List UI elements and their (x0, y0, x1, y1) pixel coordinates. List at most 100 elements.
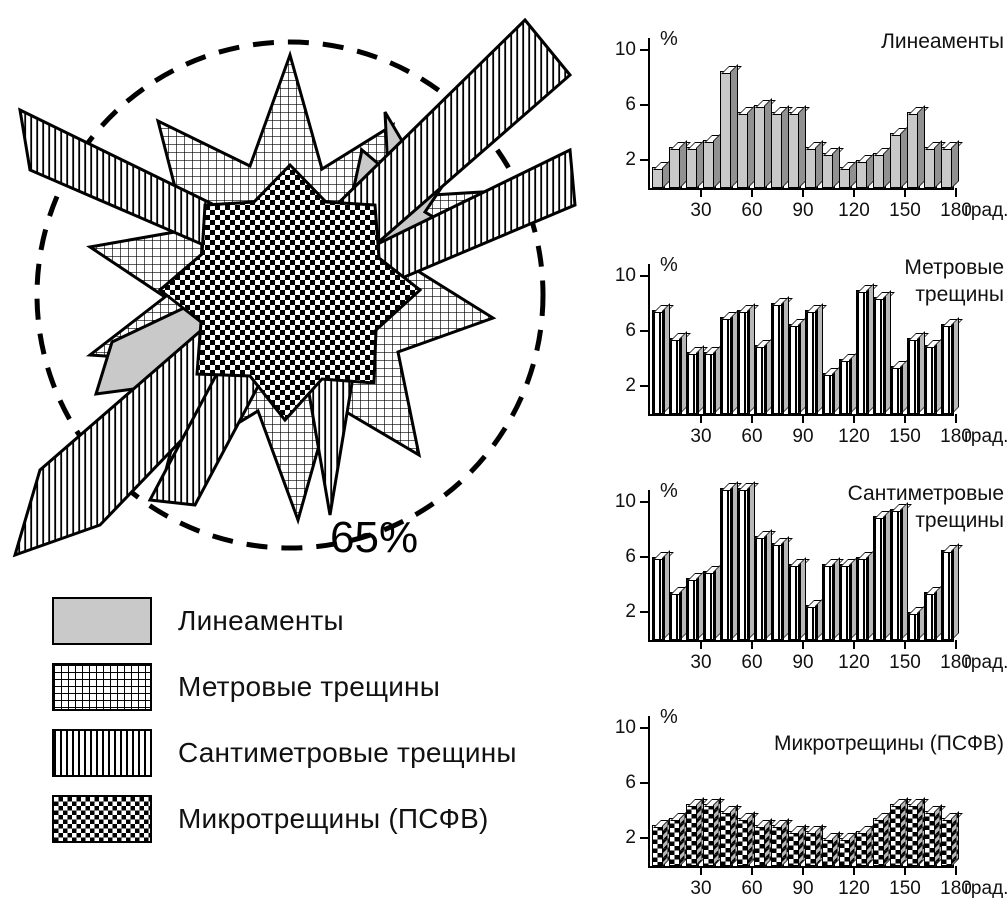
x-axis-tick (955, 414, 957, 423)
bar (720, 811, 733, 866)
bar (754, 105, 767, 188)
x-axis-tick-label: 30 (690, 652, 712, 673)
bar (805, 147, 818, 188)
y-axis-tick (640, 49, 649, 51)
x-axis-tick (700, 866, 702, 875)
legend-swatch-centimetre-cracks (52, 729, 152, 777)
x-axis-tick-label: 150 (889, 426, 921, 447)
legend-label: Линеаменты (178, 605, 344, 636)
legend-item-metre-cracks: Метровые трещины (52, 658, 517, 716)
bar (856, 160, 869, 188)
y-axis-unit-label: % (660, 706, 678, 728)
x-axis-tick-label: 180 (940, 652, 972, 673)
x-axis-tick-label: 60 (741, 878, 763, 899)
y-axis-tick (640, 330, 649, 332)
x-axis-tick (802, 414, 804, 423)
x-axis-tick-label: 180 (940, 426, 972, 447)
x-axis-tick-label: 120 (838, 652, 870, 673)
chart-title: Микротрещины (ПСФВ) (773, 732, 1004, 755)
x-axis-tick-label: 60 (741, 200, 763, 221)
bar (686, 352, 699, 414)
bar (652, 167, 665, 188)
bar (652, 825, 665, 866)
bar (737, 112, 750, 188)
x-axis-tick-label: 150 (889, 652, 921, 673)
bar (873, 153, 886, 188)
y-axis-tick (640, 611, 649, 613)
legend-label: Метровые трещины (178, 671, 441, 702)
x-axis-unit-label: град. (964, 652, 1008, 673)
bar (924, 147, 937, 188)
bar (856, 831, 869, 866)
plot-area: 2 6 10% 30 60 90 120 150 180 град. (615, 254, 1008, 447)
bar (856, 290, 869, 414)
bar (805, 831, 818, 866)
bar (788, 324, 801, 414)
x-axis-tick (802, 188, 804, 197)
x-axis-tick-label: 150 (889, 200, 921, 221)
bar (941, 550, 954, 640)
bar (788, 564, 801, 640)
chart-lineaments: 2 6 10% 30 60 90 120 150 180 град. Линеаменты (596, 2, 1008, 228)
bar (737, 488, 750, 640)
bar (907, 338, 920, 414)
bar (686, 578, 699, 640)
legend-label: Микротрещины (ПСФВ) (178, 803, 489, 834)
y-axis-tick-label: 2 (625, 827, 636, 848)
x-axis-tick (904, 414, 906, 423)
chart-metre-cracks: 2 6 10% 30 60 90 120 150 180 град. Метровые трещи… (596, 228, 1008, 454)
bar (703, 571, 716, 640)
bar (839, 838, 852, 866)
bar (924, 811, 937, 866)
legend-swatch-micro-cracks (52, 795, 152, 843)
x-axis-tick (802, 866, 804, 875)
y-axis-tick (640, 159, 649, 161)
chart-title: Линеаменты (881, 30, 1004, 53)
legend-label: Сантиметровые трещины (178, 737, 517, 768)
y-axis-tick-label: 10 (614, 265, 636, 286)
bar (686, 147, 699, 188)
plot-area: 2 6 10% 30 60 90 120 150 180 град. (615, 28, 1008, 221)
x-axis-tick-label: 30 (690, 878, 712, 899)
x-axis-tick (955, 866, 957, 875)
x-axis-tick (955, 188, 957, 197)
y-axis-tick (640, 727, 649, 729)
rose-diagram: 65% (0, 0, 582, 580)
chart-centimetre-cracks: 2 6 10% 30 60 90 120 150 180 град. Сантиметровые … (596, 454, 1008, 680)
bar (737, 310, 750, 414)
y-axis-tick-label: 10 (614, 717, 636, 738)
y-axis-tick (640, 501, 649, 503)
y-axis-tick-label: 10 (614, 491, 636, 512)
y-axis-tick (640, 556, 649, 558)
bar (771, 303, 784, 414)
y-axis-tick (640, 782, 649, 784)
rose-diagram-svg: 65% (12, 17, 577, 562)
bar (652, 557, 665, 640)
bar (822, 564, 835, 640)
bar (669, 147, 682, 188)
bar (754, 825, 767, 866)
bar (907, 112, 920, 188)
x-axis-tick (904, 866, 906, 875)
legend-item-micro-cracks: Микротрещины (ПСФВ) (52, 790, 517, 848)
y-axis-tick-label: 10 (614, 39, 636, 60)
bar (890, 133, 903, 188)
y-axis-tick-label: 6 (625, 546, 636, 567)
x-axis-tick-label: 180 (940, 200, 972, 221)
y-axis-tick-label: 2 (625, 149, 636, 170)
x-axis-tick (853, 640, 855, 649)
chart-title: Сантиметровые трещины (847, 482, 1004, 533)
x-axis-tick (751, 640, 753, 649)
x-axis-tick (904, 640, 906, 649)
bar (652, 310, 665, 414)
bar (941, 324, 954, 414)
y-axis-unit-label: % (660, 480, 678, 502)
bar (805, 310, 818, 414)
bar (890, 509, 903, 640)
x-axis-tick-label: 120 (838, 200, 870, 221)
x-axis-tick-label: 30 (690, 426, 712, 447)
x-axis-tick-label: 30 (690, 200, 712, 221)
x-axis-tick (751, 414, 753, 423)
